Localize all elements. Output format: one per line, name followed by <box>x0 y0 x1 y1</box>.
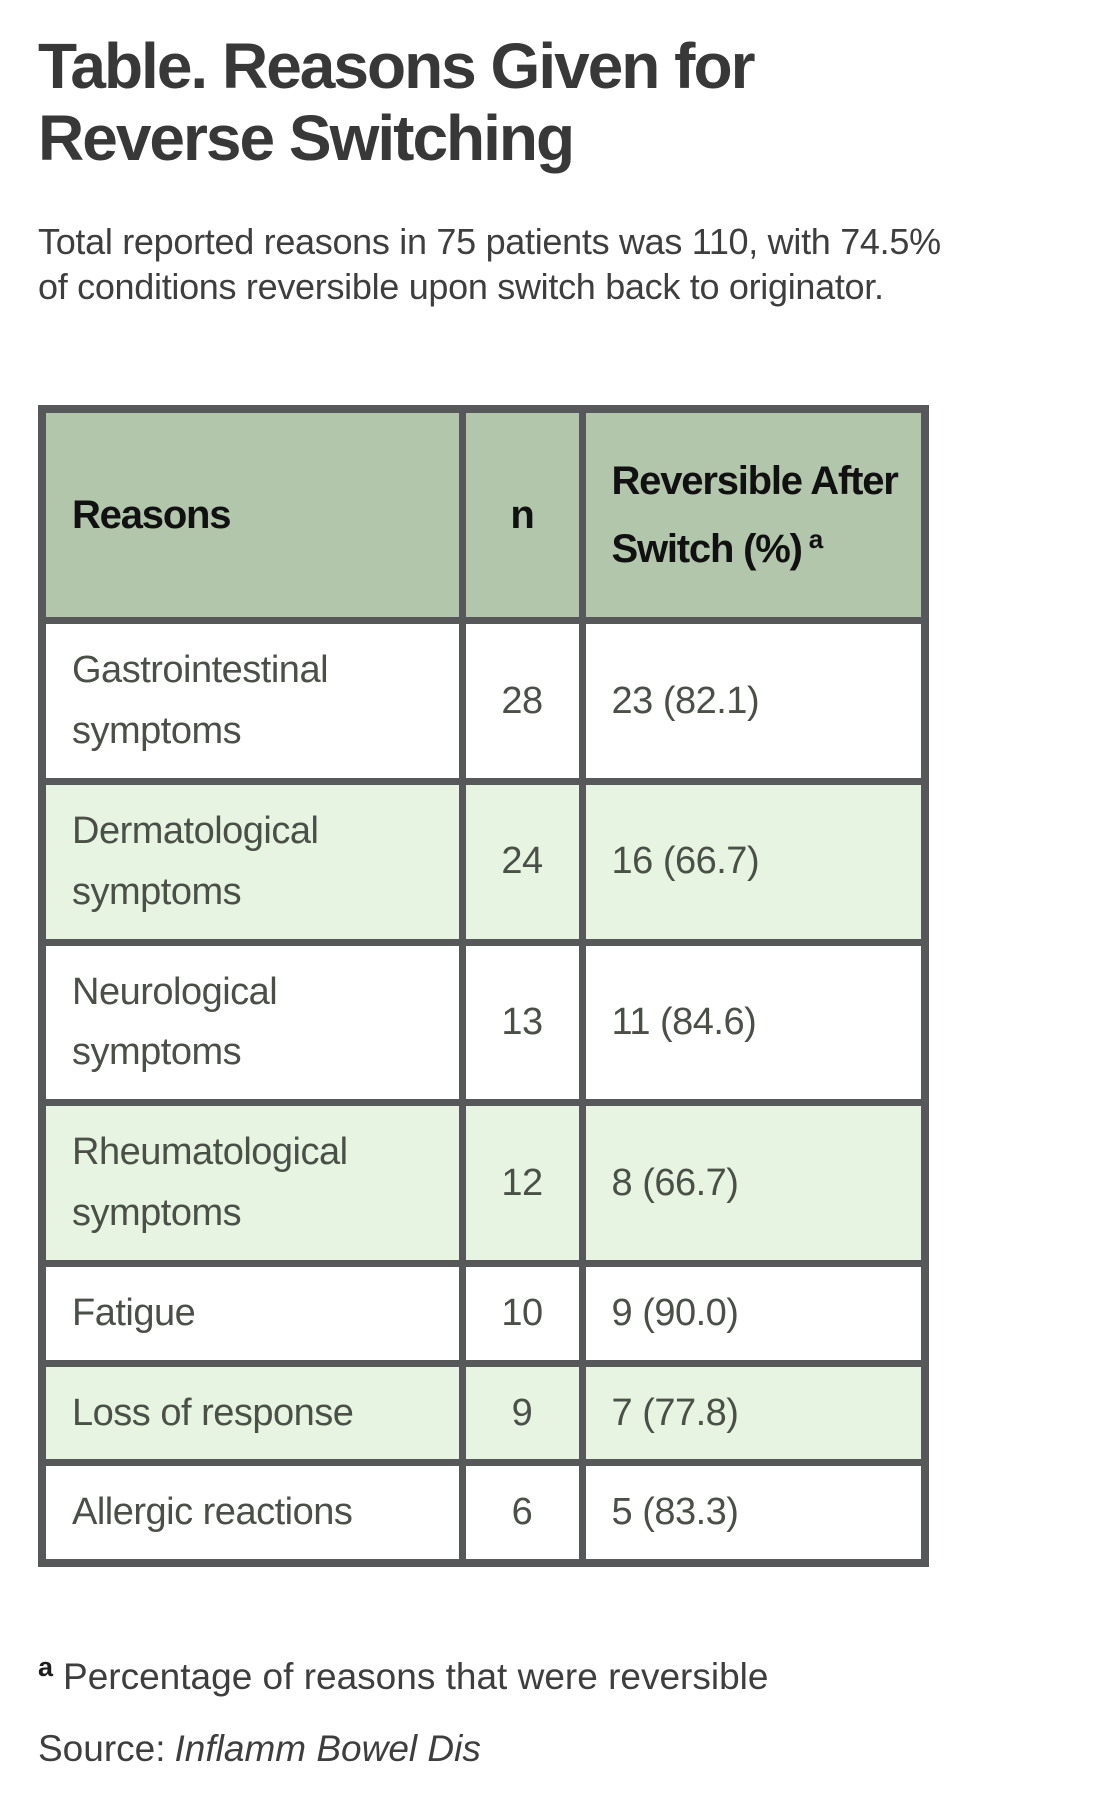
header-footnote-marker: a <box>808 524 823 555</box>
n-cell: 6 <box>458 1459 586 1567</box>
table-row: Rheumatological symptoms 12 8 (66.7) <box>38 1099 929 1267</box>
reversible-cell: 9 (90.0) <box>578 1259 929 1367</box>
reversible-cell: 11 (84.6) <box>578 938 929 1107</box>
reason-cell: Neurological symptoms <box>38 938 466 1107</box>
reason-cell: Rheumatological symptoms <box>38 1099 466 1267</box>
reason-cell: Loss of response <box>38 1359 466 1467</box>
table-caption: Total reported reasons in 75 patients wa… <box>38 220 941 307</box>
reversible-cell: 7 (77.8) <box>578 1359 929 1467</box>
reversible-cell: 23 (82.1) <box>578 617 929 785</box>
n-cell: 13 <box>458 938 586 1107</box>
column-header-reasons: Reasons <box>38 405 466 625</box>
table-header-row: Reasons n Reversible After Switch (%) a <box>38 405 929 625</box>
reason-cell: Allergic reactions <box>38 1459 466 1567</box>
n-cell: 12 <box>458 1099 586 1267</box>
table-row: Dermatological symptoms 24 16 (66.7) <box>38 777 929 946</box>
column-header-n: n <box>458 405 586 625</box>
source-line: Source: Inflamm Bowel Dis <box>38 1721 1058 1777</box>
n-cell: 10 <box>458 1259 586 1367</box>
footnote-marker-a: a <box>38 1651 54 1682</box>
reversible-cell: 5 (83.3) <box>578 1459 929 1567</box>
source-journal: Inflamm Bowel Dis <box>174 1727 481 1769</box>
column-header-reversible: Reversible After Switch (%) a <box>578 405 929 625</box>
reversible-cell: 8 (66.7) <box>578 1099 929 1267</box>
table-row: Gastrointestinal symptoms 28 23 (82.1) <box>38 617 929 785</box>
reason-cell: Gastrointestinal symptoms <box>38 617 466 785</box>
reversible-cell: 16 (66.7) <box>578 777 929 946</box>
column-header-reversible-label: Reversible After Switch (%) <box>611 459 899 572</box>
source-label: Source: <box>38 1727 166 1769</box>
n-cell: 28 <box>458 617 586 785</box>
reason-cell: Fatigue <box>38 1259 466 1367</box>
reasons-table: Reasons n Reversible After Switch (%) a G… <box>38 405 929 1568</box>
table-row: Allergic reactions 6 5 (83.3) <box>38 1459 929 1567</box>
table-row: Neurological symptoms 13 11 (84.6) <box>38 938 929 1107</box>
table-row: Loss of response 9 7 (77.8) <box>38 1359 929 1467</box>
n-cell: 9 <box>458 1359 586 1467</box>
table-row: Fatigue 10 9 (90.0) <box>38 1259 929 1367</box>
table-footnote: a Percentage of reasons that were reversi… <box>38 1651 1058 1703</box>
reason-cell: Dermatological symptoms <box>38 777 466 946</box>
n-cell: 24 <box>458 777 586 946</box>
page-title: Table. Reasons Given for Reverse Switchi… <box>38 30 755 175</box>
footnote-text: Percentage of reasons that were reversib… <box>63 1656 769 1698</box>
